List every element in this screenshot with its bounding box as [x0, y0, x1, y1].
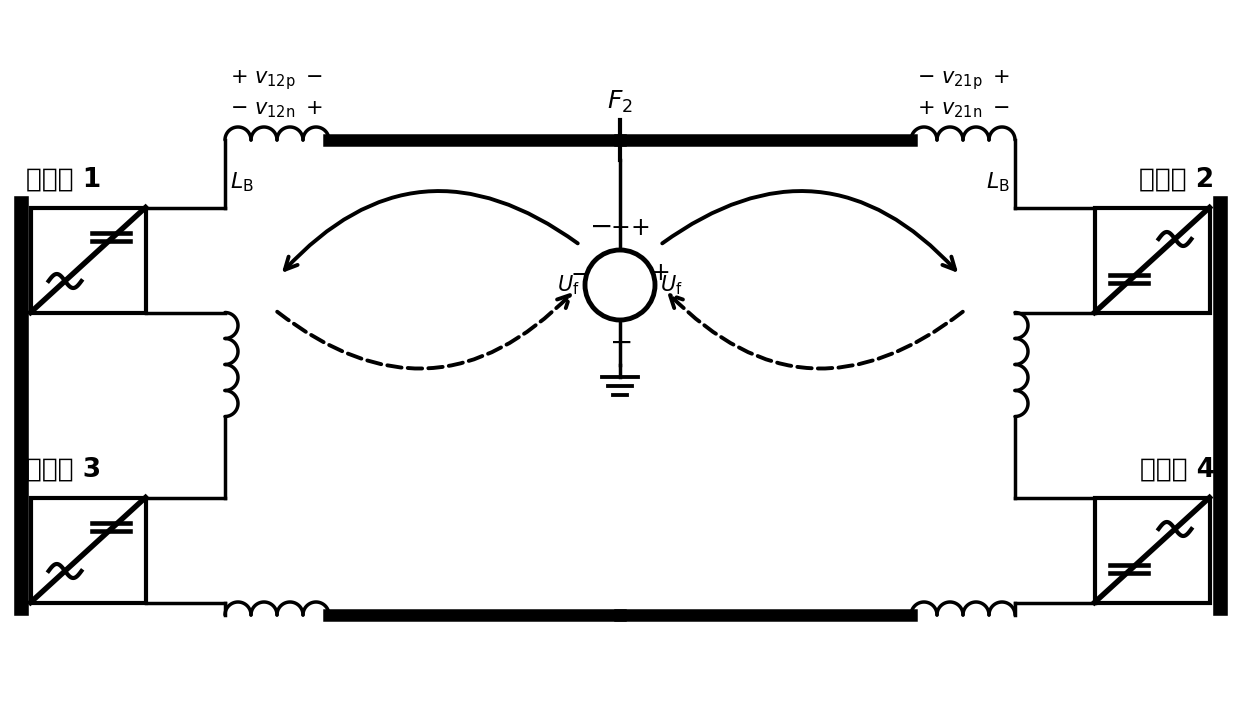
- Bar: [31, 498, 145, 603]
- Bar: [1095, 498, 1209, 603]
- Text: $-\ v_{21\mathrm{p}}\ +$: $-\ v_{21\mathrm{p}}\ +$: [916, 68, 1011, 92]
- Text: $U_\mathrm{f}$: $U_\mathrm{f}$: [557, 273, 580, 297]
- Text: $-$: $-$: [589, 212, 611, 240]
- Bar: [31, 207, 145, 312]
- Text: $-$: $-$: [570, 261, 590, 285]
- Text: $+$: $+$: [610, 216, 630, 240]
- Bar: [1095, 207, 1209, 312]
- Text: $+\ v_{12\mathrm{p}}\ -$: $+\ v_{12\mathrm{p}}\ -$: [229, 68, 324, 92]
- Text: 换流站 1: 换流站 1: [26, 166, 100, 192]
- Text: $L_\mathrm{B}$: $L_\mathrm{B}$: [229, 170, 254, 194]
- Circle shape: [585, 250, 655, 320]
- Text: $F_2$: $F_2$: [608, 89, 632, 115]
- Text: 换流站 3: 换流站 3: [26, 456, 100, 482]
- Text: $+$: $+$: [630, 216, 650, 240]
- Text: $-$: $-$: [609, 328, 631, 356]
- Text: 换流站 2: 换流站 2: [1140, 166, 1214, 192]
- Text: $-\ v_{12\mathrm{n}}\ +$: $-\ v_{12\mathrm{n}}\ +$: [229, 99, 324, 120]
- Text: $U_\mathrm{f}$: $U_\mathrm{f}$: [660, 273, 683, 297]
- Text: $L_\mathrm{B}$: $L_\mathrm{B}$: [986, 170, 1011, 194]
- Text: $+\ v_{21\mathrm{n}}\ -$: $+\ v_{21\mathrm{n}}\ -$: [916, 99, 1011, 120]
- Text: 换流站 4: 换流站 4: [1140, 456, 1214, 482]
- Text: $+$: $+$: [650, 261, 670, 285]
